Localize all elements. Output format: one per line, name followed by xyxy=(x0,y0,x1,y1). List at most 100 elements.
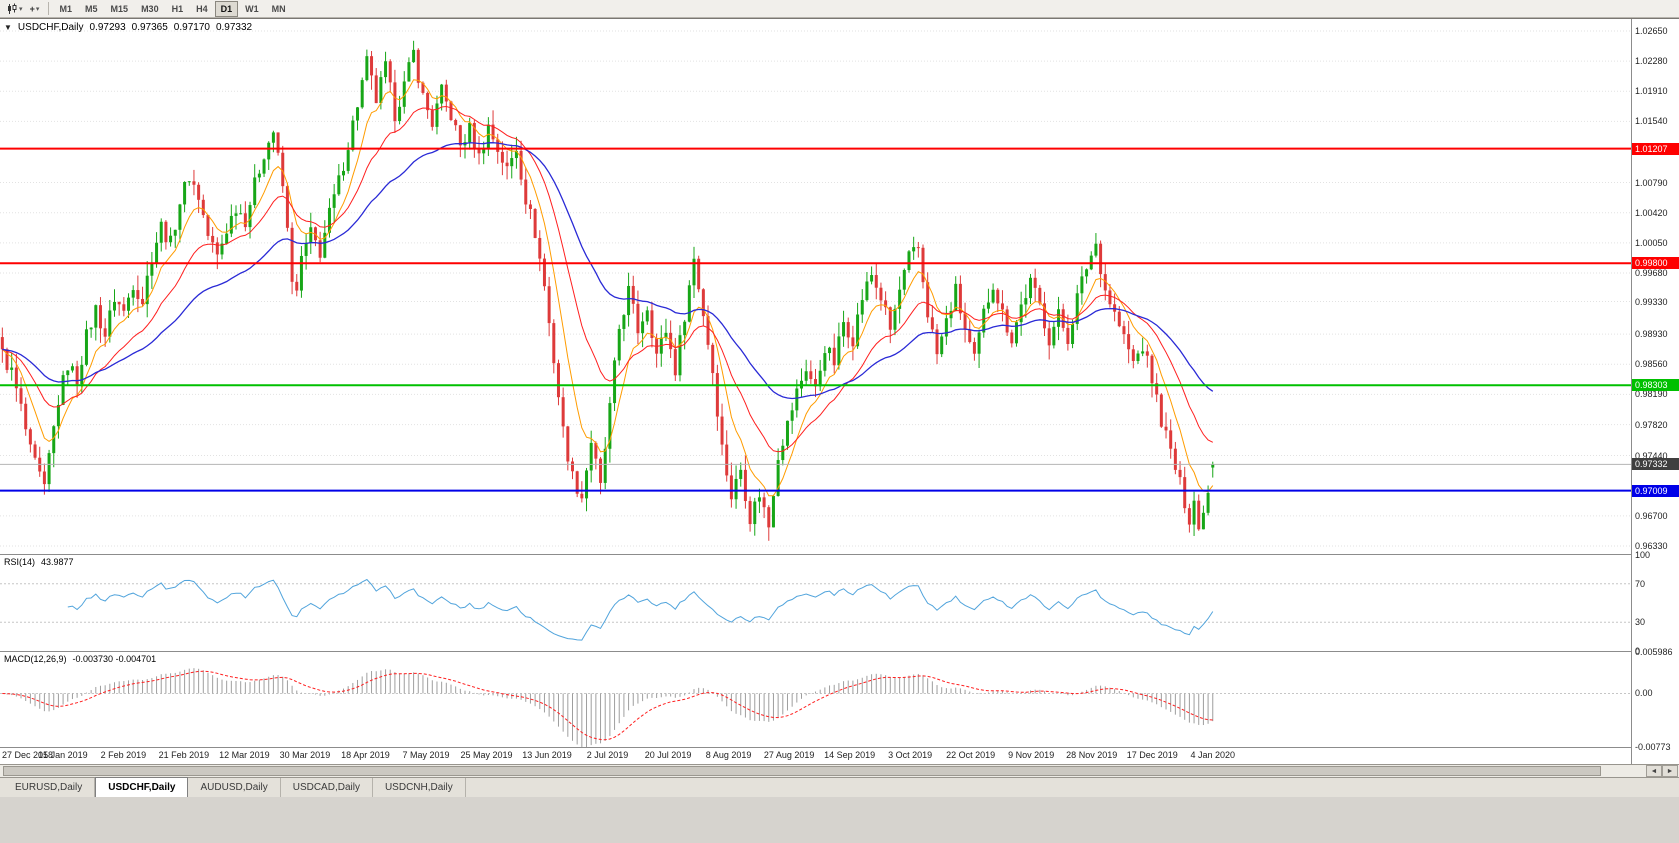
timeframe-button-m5[interactable]: M5 xyxy=(85,3,98,14)
date-tick: 9 Nov 2019 xyxy=(1008,750,1055,760)
chevron-down-icon: ▾ xyxy=(19,5,23,13)
timeframe-button-d1[interactable]: D1 xyxy=(214,0,239,17)
price-badge-level[interactable]: 0.99800 xyxy=(1632,257,1679,270)
ma-45-line xyxy=(2,142,1214,400)
date-tick: 18 Apr 2019 xyxy=(341,750,390,760)
horizontal-scrollbar[interactable]: ◄ ► xyxy=(0,764,1679,777)
rsi-tick: 70 xyxy=(1635,578,1646,589)
price-tick: 0.97440 xyxy=(1635,450,1668,461)
macd-tick: 0.005986 xyxy=(1635,647,1673,657)
price-tick: 1.00050 xyxy=(1635,237,1668,248)
chart-tab-bar: EURUSD,Daily USDCHF,Daily AUDUSD,Daily USDC… xyxy=(0,777,1679,797)
date-tick: 7 May 2019 xyxy=(402,750,450,760)
macd-values: -0.003730 -0.004701 xyxy=(72,654,157,664)
chart-tab-usdchf[interactable]: USDCHF,Daily xyxy=(95,777,189,797)
chart-tab-audusd[interactable]: AUDUSD,Daily xyxy=(188,778,281,797)
price-tick: 1.02280 xyxy=(1635,56,1668,67)
timeframe-button-m1[interactable]: M1 xyxy=(59,3,73,14)
price-badge-level[interactable]: 0.98303 xyxy=(1632,379,1679,392)
date-tick: 3 Oct 2019 xyxy=(888,750,933,760)
rsi-label: RSI(14) 43.9877 xyxy=(4,557,74,567)
timeframe-button-mn[interactable]: MN xyxy=(271,3,286,14)
price-tick: 1.01910 xyxy=(1635,86,1668,97)
price-axis[interactable]: 1.02650 1.02280 1.01910 1.01540 1.00790 1.004… xyxy=(1631,19,1679,764)
date-tick: 21 Feb 2019 xyxy=(158,750,210,760)
macd-chart-canvas[interactable] xyxy=(0,652,1631,747)
date-tick: 22 Oct 2019 xyxy=(946,750,996,760)
price-badge-level[interactable]: 1.01207 xyxy=(1632,142,1679,155)
chevron-down-icon: ▾ xyxy=(35,5,40,13)
timeframe-button-w1[interactable]: W1 xyxy=(245,3,259,14)
macd-pane[interactable]: MACD(12,26,9) -0.003730 -0.004701 xyxy=(0,651,1631,747)
scrollbar-thumb[interactable] xyxy=(3,766,1601,776)
date-tick: 30 Mar 2019 xyxy=(279,750,331,760)
chart-area: ▼ USDCHF,Daily 0.97293 0.97365 0.97170 0… xyxy=(0,18,1679,764)
timeframe-button-m15[interactable]: M15 xyxy=(110,3,129,14)
price-tick: 0.99680 xyxy=(1635,268,1668,278)
rsi-pane[interactable]: RSI(14) 43.9877 xyxy=(0,554,1631,651)
ohlc-high: 0.97365 xyxy=(131,22,168,33)
price-tick: 0.98190 xyxy=(1635,389,1668,400)
symbol-menu-icon[interactable]: ▼ xyxy=(4,23,12,32)
rsi-name: RSI(14) xyxy=(4,557,36,567)
macd-label: MACD(12,26,9) -0.003730 -0.004701 xyxy=(4,654,156,664)
price-tick: 1.01540 xyxy=(1635,116,1668,127)
ma-8-line xyxy=(1,79,1214,497)
price-tick: 1.00420 xyxy=(1635,207,1668,218)
price-tick: 0.96700 xyxy=(1635,510,1668,521)
timeframe-button-h4[interactable]: H4 xyxy=(196,3,208,14)
macd-name: MACD(12,26,9) xyxy=(4,654,67,664)
timeframe-button-m30[interactable]: M30 xyxy=(141,3,159,14)
ohlc-close: 0.97332 xyxy=(215,22,253,33)
rsi-tick: 100 xyxy=(1635,550,1651,560)
price-badge-level[interactable]: 0.97009 xyxy=(1632,484,1679,497)
main-price-pane[interactable]: ▼ USDCHF,Daily 0.97293 0.97365 0.97170 0… xyxy=(0,19,1631,554)
rsi-chart-canvas[interactable] xyxy=(0,555,1631,651)
chart-type-button[interactable]: ▾ xyxy=(3,1,26,17)
date-axis[interactable]: 27 Dec 2018 15 Jan 2019 2 Feb 2019 21 Feb 2… xyxy=(0,747,1631,764)
status-area xyxy=(0,797,1679,843)
macd-histogram xyxy=(6,668,1214,747)
date-tick: 8 Aug 2019 xyxy=(705,750,752,760)
timeframe-group: M1 M5 M15 M30 H1 H4 D1 W1 MN xyxy=(54,0,292,17)
price-tick: 1.02650 xyxy=(1635,25,1668,36)
price-chart-canvas[interactable] xyxy=(0,19,1631,554)
date-tick: 12 Mar 2019 xyxy=(219,750,270,760)
scroll-left-icon[interactable]: ◄ xyxy=(1646,765,1662,777)
date-tick: 17 Dec 2019 xyxy=(1126,750,1178,760)
macd-tick: -0.00773 xyxy=(1635,742,1671,752)
toolbar: ▾ + ▾ M1 M5 M15 M30 H1 H4 D1 W1 MN xyxy=(0,0,1679,18)
date-tick: 27 Aug 2019 xyxy=(763,750,815,760)
ohlc-low: 0.97170 xyxy=(173,22,210,33)
chart-panes: ▼ USDCHF,Daily 0.97293 0.97365 0.97170 0… xyxy=(0,19,1631,764)
ma-20-line xyxy=(2,105,1214,453)
timeframe-button-h1[interactable]: H1 xyxy=(171,3,184,14)
date-tick: 4 Jan 2020 xyxy=(1190,750,1236,760)
price-tick: 0.98560 xyxy=(1635,359,1668,370)
chart-tab-usdcnh[interactable]: USDCNH,Daily xyxy=(373,778,466,797)
crosshair-tool-button[interactable]: + ▾ xyxy=(27,1,43,17)
date-tick: 14 Sep 2019 xyxy=(824,750,876,760)
date-tick: 20 Jul 2019 xyxy=(644,750,692,760)
date-tick: 15 Jan 2019 xyxy=(38,750,88,760)
date-tick: 27 Dec 2018 xyxy=(2,750,54,760)
price-tick: 0.99330 xyxy=(1635,296,1668,307)
grid-lines xyxy=(0,30,1631,547)
chart-tab-usdcad[interactable]: USDCAD,Daily xyxy=(281,778,373,797)
chart-ohlc-header: ▼ USDCHF,Daily 0.97293 0.97365 0.97170 0… xyxy=(4,22,252,33)
crosshair-icon: + xyxy=(29,3,35,14)
date-tick: 13 Jun 2019 xyxy=(522,750,572,760)
rsi-tick: 0 xyxy=(1635,646,1641,656)
price-tick: 1.00790 xyxy=(1635,177,1668,188)
date-tick: 25 May 2019 xyxy=(460,750,513,760)
macd-signal-line xyxy=(2,670,1213,741)
toolbar-separator xyxy=(47,2,49,15)
candles-layer xyxy=(0,40,1215,541)
date-tick: 2 Feb 2019 xyxy=(100,750,147,760)
current-price-badge: 0.97332 xyxy=(1632,458,1679,471)
price-tick: 0.96330 xyxy=(1635,541,1668,551)
scroll-right-icon[interactable]: ► xyxy=(1662,765,1678,777)
chart-tab-eurusd[interactable]: EURUSD,Daily xyxy=(3,778,96,797)
price-tick: 0.97820 xyxy=(1635,419,1668,430)
